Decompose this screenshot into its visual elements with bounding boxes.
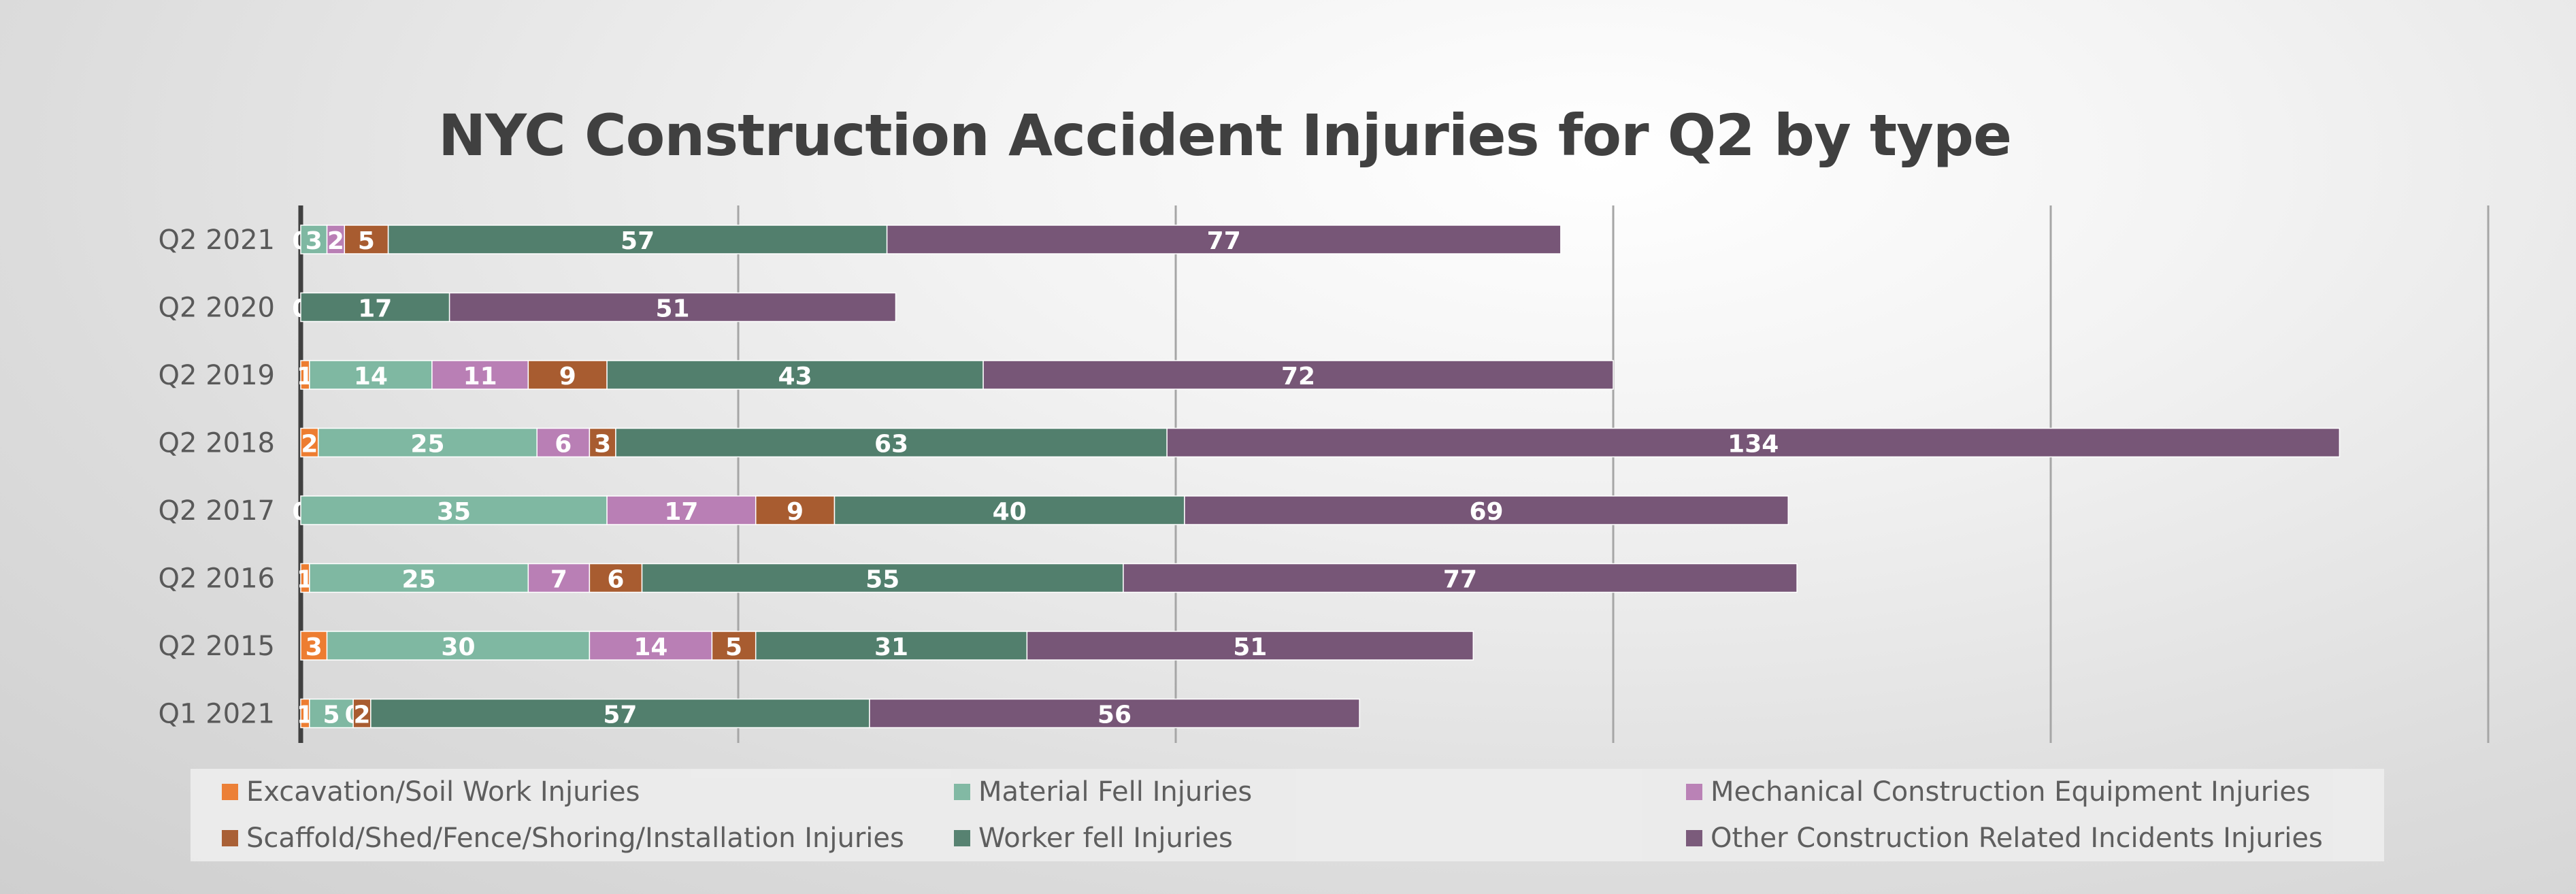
data-label: 56 (1097, 701, 1132, 729)
data-label: 6 (607, 566, 624, 594)
category-label: Q1 2021 (159, 699, 275, 730)
bar-segment (1026, 631, 1474, 661)
data-label: 57 (603, 701, 637, 729)
data-label: 57 (621, 227, 655, 255)
bar-segment (536, 427, 591, 458)
bar-segment (317, 427, 538, 458)
legend-swatch (222, 830, 238, 846)
data-label: 25 (410, 431, 444, 459)
category-label: Q2 2018 (159, 428, 275, 459)
bar-segment (589, 563, 643, 593)
data-label: 3 (306, 633, 323, 661)
data-label: 17 (664, 498, 698, 526)
bar-segment (326, 631, 591, 661)
bar-segment (1123, 563, 1798, 593)
bar-segment (300, 225, 328, 254)
category-label: Q2 2016 (159, 563, 275, 595)
data-label: 69 (1469, 498, 1503, 526)
bar-segment (352, 698, 371, 729)
legend-item: Scaffold/Shed/Fence/Shoring/Installation… (191, 815, 923, 861)
data-label: 3 (306, 227, 323, 255)
category-label: Q2 2020 (159, 293, 275, 324)
bar-segment (344, 225, 389, 254)
legend-label: Excavation/Soil Work Injuries (246, 776, 640, 808)
data-label: 6 (555, 431, 572, 459)
data-label: 63 (874, 431, 908, 459)
bar-segment (326, 225, 346, 254)
legend: Excavation/Soil Work Injuries Material Fe… (191, 769, 2384, 861)
data-label: 2 (301, 431, 318, 459)
bar-segment (1184, 495, 1789, 525)
data-label: 43 (778, 363, 812, 391)
bar-segment (606, 495, 757, 525)
data-label: 17 (358, 295, 392, 323)
bar-segment (300, 427, 319, 458)
data-label: 7 (550, 566, 567, 594)
category-label: Q2 2017 (159, 495, 275, 527)
data-label: 134 (1728, 431, 1779, 459)
data-label: 5 (358, 227, 375, 255)
bar-segment (309, 360, 433, 390)
legend-item: Mechanical Construction Equipment Injuri… (1655, 769, 2384, 815)
bar-segment (387, 225, 888, 254)
data-label: 55 (865, 566, 899, 594)
category-label: Q2 2015 (159, 631, 275, 662)
bar-segment (711, 631, 757, 661)
bar-segment (300, 292, 450, 322)
data-label: 9 (559, 363, 576, 391)
data-label: 30 (441, 633, 475, 661)
data-label: 51 (655, 295, 689, 323)
legend-swatch (954, 830, 970, 846)
data-label: 51 (1233, 633, 1267, 661)
bar-segment (886, 225, 1562, 254)
bar-segment (641, 563, 1124, 593)
bar-segment (527, 563, 591, 593)
legend-label: Mechanical Construction Equipment Injuri… (1711, 776, 2311, 808)
legend-item: Excavation/Soil Work Injuries (191, 769, 923, 815)
data-label: 72 (1281, 363, 1315, 391)
legend-swatch (954, 784, 970, 800)
legend-label: Material Fell Injuries (978, 776, 1253, 808)
bar-segment (448, 292, 897, 322)
data-label: 31 (874, 633, 908, 661)
bar-segment (300, 631, 328, 661)
bar-segment (869, 698, 1360, 729)
data-label: 2 (327, 227, 344, 255)
data-label: 11 (463, 363, 497, 391)
data-label: 14 (354, 363, 388, 391)
bar-segment (1166, 427, 2341, 458)
data-label: 25 (402, 566, 436, 594)
data-label: 77 (1207, 227, 1241, 255)
data-label: 77 (1443, 566, 1477, 594)
data-label: 14 (633, 633, 667, 661)
legend-swatch (1686, 830, 1702, 846)
category-label: Q2 2021 (159, 225, 275, 256)
bar-segment (589, 631, 713, 661)
category-label: Q2 2019 (159, 360, 275, 391)
bar-segment (589, 427, 616, 458)
legend-swatch (222, 784, 238, 800)
legend-label: Worker fell Injuries (978, 823, 1233, 854)
data-label: 9 (787, 498, 804, 526)
bar-segment (982, 360, 1614, 390)
bar-segment (300, 495, 608, 525)
bar-segment (833, 495, 1185, 525)
legend-item: Worker fell Injuries (923, 815, 1655, 861)
legend-label: Scaffold/Shed/Fence/Shoring/Installation… (246, 823, 904, 854)
data-label: 40 (993, 498, 1027, 526)
data-label: 3 (594, 431, 611, 459)
bar-segment (370, 698, 870, 729)
data-label: 2 (353, 701, 370, 729)
data-label: 35 (437, 498, 471, 526)
legend-label: Other Construction Related Incidents Inj… (1711, 823, 2323, 854)
legend-swatch (1686, 784, 1702, 800)
legend-item: Other Construction Related Incidents Inj… (1655, 815, 2384, 861)
legend-item: Material Fell Injuries (923, 769, 1655, 815)
bar-segment (755, 631, 1028, 661)
data-label: 5 (323, 701, 340, 729)
data-label: 5 (725, 633, 742, 661)
chart-title: NYC Construction Accident Injuries for Q… (438, 102, 2012, 169)
